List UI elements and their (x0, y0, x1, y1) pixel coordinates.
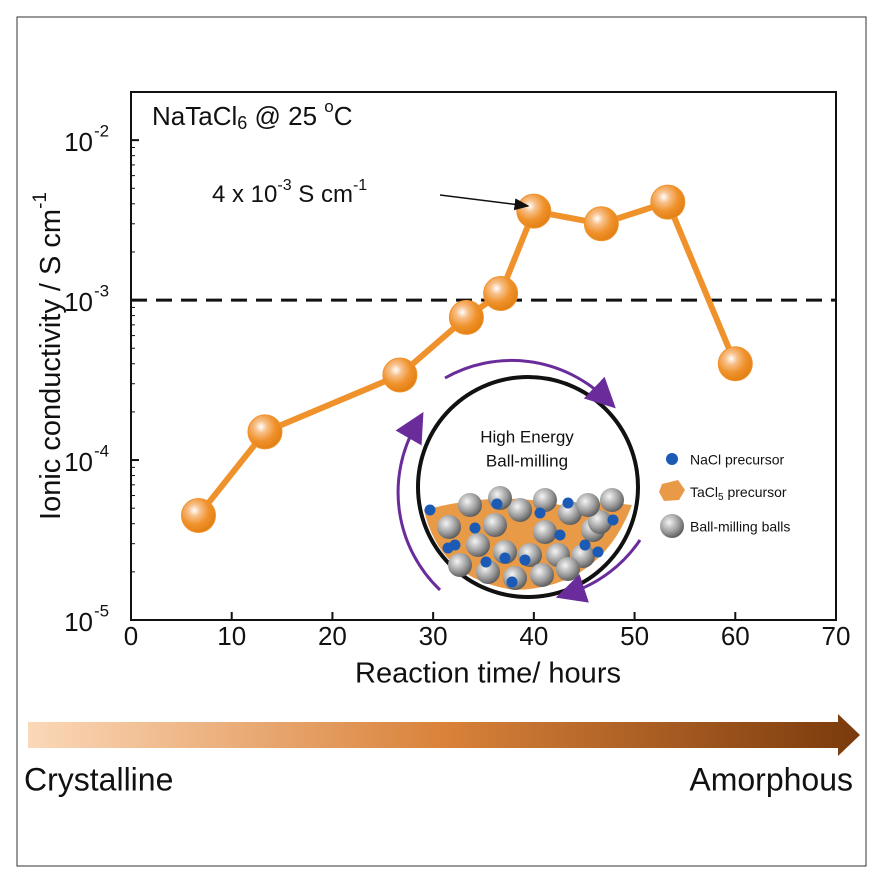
x-tick-label: 10 (217, 621, 246, 651)
mill-ball (458, 493, 482, 517)
data-point (483, 275, 519, 311)
x-tick-label: 40 (519, 621, 548, 651)
nacl-dot (499, 552, 511, 564)
legend-swatch (659, 480, 685, 501)
x-tick-label: 20 (318, 621, 347, 651)
x-tick-label: 30 (419, 621, 448, 651)
nacl-dot (607, 514, 619, 526)
nacl-dot (480, 556, 492, 568)
mill-ball (448, 553, 472, 577)
nacl-dot (491, 498, 503, 510)
data-point (448, 299, 484, 335)
mill-ball (588, 510, 612, 534)
rotation-arrow (555, 539, 642, 603)
inset: High Energy Ball-milling NaCl precursor … (395, 358, 790, 603)
y-tick-label: 10 (64, 127, 93, 157)
inset-title: High Energy (480, 427, 574, 446)
inset-title: Ball-milling (486, 451, 568, 470)
nacl-dot (519, 554, 531, 566)
chart-title: NaTaCl6 @ 25 oC (152, 97, 353, 132)
rotation-arrow (395, 411, 442, 592)
legend-label: TaCl5 precursor (690, 484, 787, 503)
x-tick-label: 0 (124, 621, 138, 651)
legend-swatch (660, 514, 684, 538)
mill-ball (556, 557, 580, 581)
gradient-label: Crystalline (24, 761, 173, 797)
mill-ball (493, 540, 517, 564)
data-point (717, 346, 753, 382)
data-point (247, 414, 283, 450)
mill-ball (508, 498, 532, 522)
data-point (180, 498, 216, 534)
nacl-dot (534, 507, 546, 519)
rotation-arrow (444, 358, 616, 409)
nacl-dot (554, 529, 566, 541)
x-axis-label: Reaction time/ hours (355, 658, 621, 690)
data-point (583, 206, 619, 242)
mill-ball (533, 488, 557, 512)
y-tick-base: 10 (64, 447, 93, 477)
data-point (650, 184, 686, 220)
mill-ball (600, 488, 624, 512)
legend-label: NaCl precursor (690, 452, 784, 468)
outer-frame (16, 16, 867, 867)
mill-ball (530, 563, 554, 587)
y-axis-label: Ionic conductivity / S cm-1 (30, 192, 67, 520)
legend-swatch (666, 453, 678, 465)
mill-ball (466, 533, 490, 557)
nacl-dot (506, 576, 518, 588)
nacl-dot (469, 522, 481, 534)
mill-ball (558, 501, 582, 525)
y-tick-base: 10 (64, 607, 93, 637)
mill-ball (483, 513, 507, 537)
plot-frame (130, 91, 837, 621)
gradient-label: Amorphous (689, 761, 853, 797)
nacl-dot (424, 504, 436, 516)
data-point (382, 357, 418, 393)
y-tick-label: 10 (64, 287, 93, 317)
y-tick-label: 10 (64, 447, 93, 477)
annotation-arrow (439, 194, 530, 211)
y-tick-exponent: -3 (94, 282, 109, 301)
data-point (516, 193, 552, 229)
mill-ball (576, 493, 600, 517)
y-tick-exponent: -4 (94, 442, 109, 461)
mill-ball (437, 515, 461, 539)
annotation: 4 x 10-3 S cm-1 (212, 177, 367, 208)
y-tick-exponent: -2 (94, 122, 109, 141)
y-tick-label: 10 (64, 607, 93, 637)
nacl-dot (562, 497, 574, 509)
x-tick-label: 60 (721, 621, 750, 651)
y-tick-exponent: -5 (94, 601, 109, 620)
y-tick-base: 10 (64, 287, 93, 317)
x-tick-label: 50 (620, 621, 649, 651)
y-tick-base: 10 (64, 127, 93, 157)
legend-label: Ball-milling balls (690, 519, 790, 535)
gradient-arrow (28, 714, 860, 756)
mill-ball (533, 520, 557, 544)
nacl-dot (442, 542, 454, 554)
nacl-dot (592, 546, 604, 558)
nacl-dot (579, 539, 591, 551)
x-tick-label: 70 (822, 621, 851, 651)
mill-ball (476, 560, 500, 584)
